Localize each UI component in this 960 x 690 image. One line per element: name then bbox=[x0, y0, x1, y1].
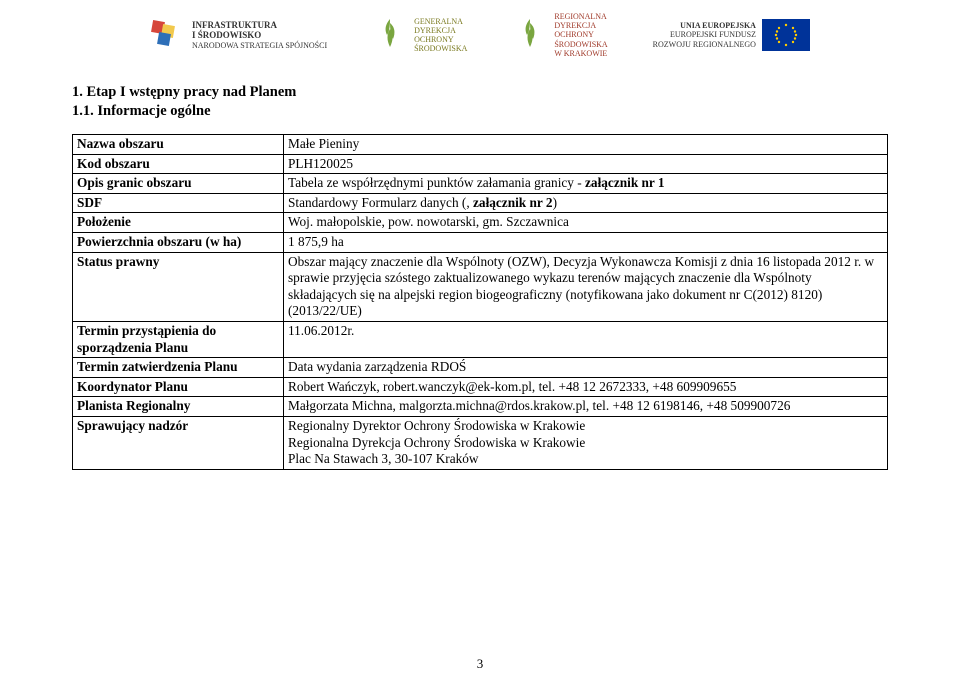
table-row: Termin przystąpienia do sporządzenia Pla… bbox=[73, 322, 888, 358]
header-logos: INFRASTRUKTURA I ŚRODOWISKO NARODOWA STR… bbox=[0, 0, 960, 66]
table-row: Sprawujący nadzór Regionalny Dyrektor Oc… bbox=[73, 417, 888, 470]
cell-label: Termin przystąpienia do sporządzenia Pla… bbox=[73, 322, 284, 358]
cell-label: Nazwa obszaru bbox=[73, 134, 284, 154]
logo1-line3: NARODOWA STRATEGIA SPÓJNOŚCI bbox=[192, 41, 327, 50]
cell-label: Planista Regionalny bbox=[73, 397, 284, 417]
table-row: Nazwa obszaru Małe Pieniny bbox=[73, 134, 888, 154]
r4-post: ) bbox=[553, 195, 557, 210]
logo3-l2: DYREKCJA bbox=[554, 21, 596, 30]
cell-value: PLH120025 bbox=[284, 154, 888, 174]
logo3-icon bbox=[512, 17, 548, 53]
info-table: Nazwa obszaru Małe Pieniny Kod obszaru P… bbox=[72, 134, 888, 470]
r4-bold: załącznik nr 2 bbox=[473, 195, 553, 210]
logo1-icon bbox=[150, 17, 186, 53]
logo2-l3: OCHRONY bbox=[414, 35, 454, 44]
logo-rdos: REGIONALNA DYREKCJA OCHRONY ŚRODOWISKA W… bbox=[512, 12, 607, 58]
logo1-text: INFRASTRUKTURA I ŚRODOWISKO NARODOWA STR… bbox=[192, 20, 327, 50]
logo3-l1: REGIONALNA bbox=[554, 12, 606, 21]
cell-value: Małe Pieniny bbox=[284, 134, 888, 154]
r4-pre: Standardowy Formularz danych (, bbox=[288, 195, 473, 210]
logo2-l2: DYREKCJA bbox=[414, 26, 456, 35]
logo-eu: UNIA EUROPEJSKA EUROPEJSKI FUNDUSZ ROZWO… bbox=[653, 19, 810, 51]
cell-label: Termin zatwierdzenia Planu bbox=[73, 358, 284, 378]
logo3-l5: W KRAKOWIE bbox=[554, 49, 607, 58]
cell-label: Sprawujący nadzór bbox=[73, 417, 284, 470]
logo4-text: UNIA EUROPEJSKA EUROPEJSKI FUNDUSZ ROZWO… bbox=[653, 21, 756, 49]
r3-pre: Tabela ze współrzędnymi punktów załamani… bbox=[288, 175, 585, 190]
logo4-l1: UNIA EUROPEJSKA bbox=[653, 21, 756, 30]
cell-value: Regionalny Dyrektor Ochrony Środowiska w… bbox=[284, 417, 888, 470]
logo2-l4: ŚRODOWISKA bbox=[414, 44, 467, 53]
cell-value: 11.06.2012r. bbox=[284, 322, 888, 358]
cell-value: Woj. małopolskie, pow. nowotarski, gm. S… bbox=[284, 213, 888, 233]
logo2-l1: GENERALNA bbox=[414, 17, 463, 26]
logo3-text: REGIONALNA DYREKCJA OCHRONY ŚRODOWISKA W… bbox=[554, 12, 607, 58]
table-row: Kod obszaru PLH120025 bbox=[73, 154, 888, 174]
table-row: Położenie Woj. małopolskie, pow. nowotar… bbox=[73, 213, 888, 233]
cell-value: Obszar mający znaczenie dla Wspólnoty (O… bbox=[284, 252, 888, 321]
logo1-line1: INFRASTRUKTURA bbox=[192, 20, 327, 30]
cell-label: SDF bbox=[73, 193, 284, 213]
cell-value: Małgorzata Michna, malgorzta.michna@rdos… bbox=[284, 397, 888, 417]
cell-value: Standardowy Formularz danych (, załączni… bbox=[284, 193, 888, 213]
heading-info: 1.1. Informacje ogólne bbox=[72, 103, 888, 120]
cell-value: Data wydania zarządzenia RDOŚ bbox=[284, 358, 888, 378]
r3-bold: załącznik nr 1 bbox=[585, 175, 665, 190]
logo3-l4: ŚRODOWISKA bbox=[554, 40, 607, 49]
page-number: 3 bbox=[0, 656, 960, 672]
logo2-icon bbox=[372, 17, 408, 53]
table-row: SDF Standardowy Formularz danych (, załą… bbox=[73, 193, 888, 213]
cell-label: Położenie bbox=[73, 213, 284, 233]
cell-label: Koordynator Planu bbox=[73, 377, 284, 397]
logo4-l2: EUROPEJSKI FUNDUSZ bbox=[670, 30, 756, 39]
table-row: Koordynator Planu Robert Wańczyk, robert… bbox=[73, 377, 888, 397]
logo2-text: GENERALNA DYREKCJA OCHRONY ŚRODOWISKA bbox=[414, 17, 467, 54]
logo-gdos: GENERALNA DYREKCJA OCHRONY ŚRODOWISKA bbox=[372, 17, 467, 54]
logo4-l3: ROZWOJU REGIONALNEGO bbox=[653, 40, 756, 49]
cell-label: Status prawny bbox=[73, 252, 284, 321]
cell-label: Kod obszaru bbox=[73, 154, 284, 174]
table-row: Status prawny Obszar mający znaczenie dl… bbox=[73, 252, 888, 321]
content-area: 1. Etap I wstępny pracy nad Planem 1.1. … bbox=[0, 66, 960, 470]
table-row: Opis granic obszaru Tabela ze współrzędn… bbox=[73, 174, 888, 194]
cell-label: Opis granic obszaru bbox=[73, 174, 284, 194]
logo3-l3: OCHRONY bbox=[554, 30, 594, 39]
cell-value: Tabela ze współrzędnymi punktów załamani… bbox=[284, 174, 888, 194]
table-row: Termin zatwierdzenia Planu Data wydania … bbox=[73, 358, 888, 378]
table-row: Powierzchnia obszaru (w ha) 1 875,9 ha bbox=[73, 232, 888, 252]
eu-flag-icon bbox=[762, 19, 810, 51]
logo1-line2: I ŚRODOWISKO bbox=[192, 30, 327, 40]
heading-etap: 1. Etap I wstępny pracy nad Planem bbox=[72, 84, 888, 101]
logo-infrastruktura: INFRASTRUKTURA I ŚRODOWISKO NARODOWA STR… bbox=[150, 17, 327, 53]
cell-label: Powierzchnia obszaru (w ha) bbox=[73, 232, 284, 252]
cell-value: 1 875,9 ha bbox=[284, 232, 888, 252]
cell-value: Robert Wańczyk, robert.wanczyk@ek-kom.pl… bbox=[284, 377, 888, 397]
table-row: Planista Regionalny Małgorzata Michna, m… bbox=[73, 397, 888, 417]
